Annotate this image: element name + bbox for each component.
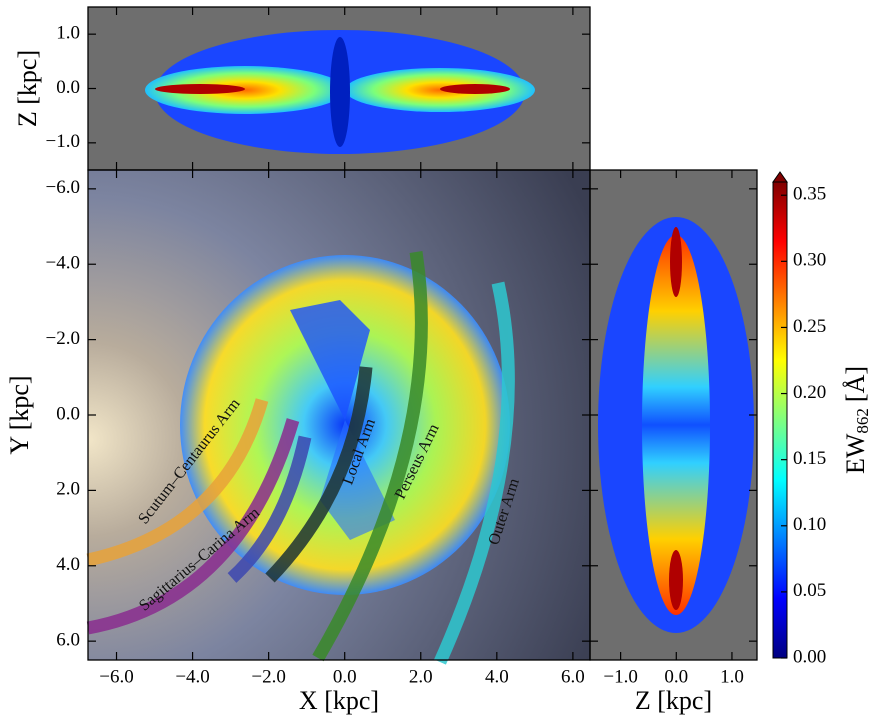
- label-sub: 862: [853, 408, 872, 434]
- y-tick-label: −1.0: [46, 131, 80, 152]
- colorbar-tick-label: 0.05: [793, 580, 826, 601]
- colorbar-tick-label: 0.20: [793, 382, 826, 403]
- y-tick-label: 6.0: [56, 630, 80, 651]
- y-tick-label: −2.0: [46, 328, 80, 349]
- frames: [87, 6, 758, 661]
- spiral-arms: [86, 251, 515, 665]
- y-axis-label: Y [kpc]: [5, 375, 34, 454]
- colorbar-label: EW862 [Å]: [841, 366, 872, 474]
- x-tick-label: 2.0: [409, 666, 433, 687]
- colorbar-tick-label: 0.25: [793, 316, 826, 337]
- x-axis-label: Z [kpc]: [635, 686, 712, 715]
- colorbar-tick-label: 0.10: [793, 514, 826, 535]
- colorbar-tick-label: 0.30: [793, 250, 826, 271]
- x-tick-label: 4.0: [485, 666, 509, 687]
- x-tick-label: 6.0: [561, 666, 585, 687]
- x-tick-label: −1.0: [603, 666, 637, 687]
- y-tick-label: 2.0: [56, 479, 80, 500]
- y-tick-label: 0.0: [56, 403, 80, 424]
- colorbar-tick-label: 0.00: [793, 646, 826, 667]
- y-axis-label: Z [kpc]: [13, 50, 42, 127]
- colorbar-tick-label: 0.15: [793, 448, 826, 469]
- x-tick-label: 1.0: [720, 666, 744, 687]
- x-tick-label: −6.0: [99, 666, 133, 687]
- y-tick-label: 0.0: [56, 77, 80, 98]
- heatmap-top: [145, 30, 535, 154]
- heatmap-right: [598, 217, 754, 633]
- colorbar-tick-label: 0.35: [793, 184, 826, 205]
- x-tick-label: −4.0: [175, 666, 209, 687]
- label-unit: [Å]: [841, 366, 870, 402]
- x-axis-label: X [kpc]: [299, 686, 379, 715]
- x-tick-label: −2.0: [251, 666, 285, 687]
- y-tick-label: −4.0: [46, 253, 80, 274]
- y-tick-label: 4.0: [56, 554, 80, 575]
- label-main: EW: [841, 433, 870, 474]
- colorbar: [772, 181, 788, 659]
- y-tick-label: 1.0: [56, 23, 80, 44]
- y-tick-label: −6.0: [46, 177, 80, 198]
- x-tick-label: 0.0: [664, 666, 688, 687]
- colorbar-extend: [772, 171, 788, 183]
- x-tick-label: 0.0: [333, 666, 357, 687]
